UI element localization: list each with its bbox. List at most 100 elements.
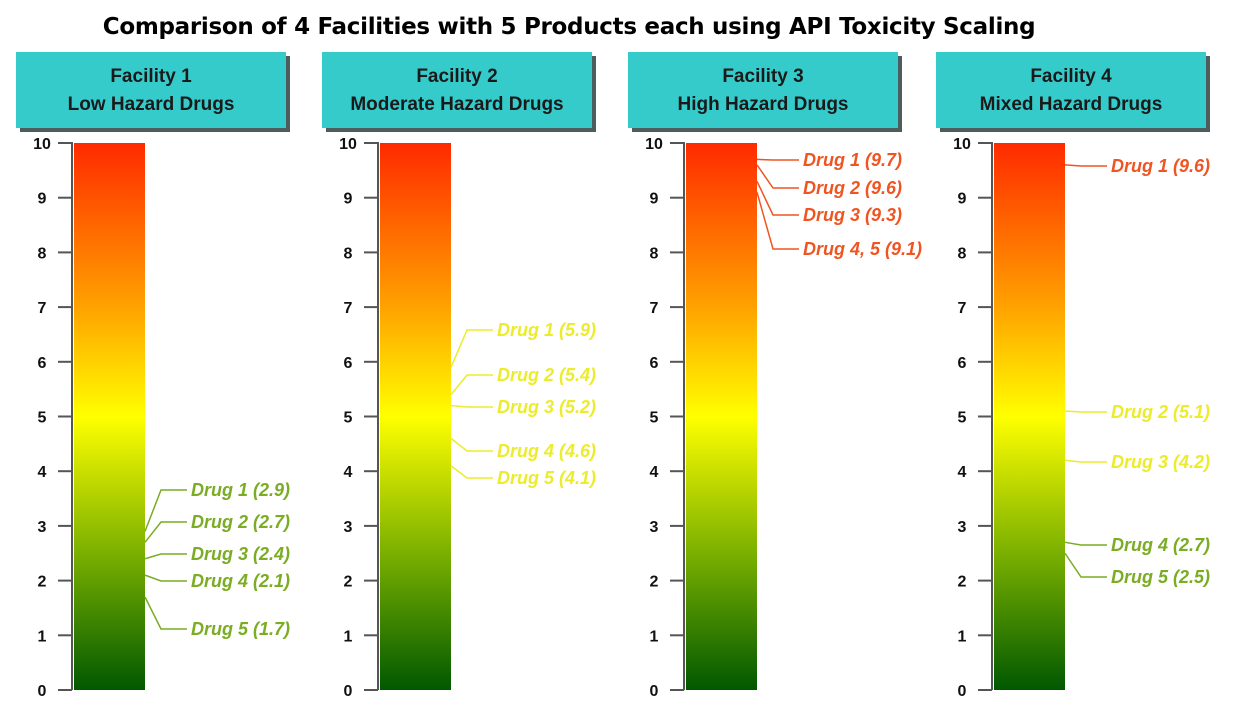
drug-leader-line <box>1064 164 1107 167</box>
y-tick-label: 2 <box>958 574 967 591</box>
drug-label: Drug 2 (5.1) <box>1111 402 1210 422</box>
facility-subtitle: High Hazard Drugs <box>677 94 848 115</box>
facility-panel: Facility 4 Mixed Hazard Drugs 0 1 2 3 4 5 6 7 8 9 10… <box>936 52 1210 700</box>
y-tick-label: 10 <box>645 136 663 153</box>
facility-name: Facility 1 <box>110 66 192 87</box>
drug-label: Drug 3 (9.3) <box>803 205 902 225</box>
facility-panel: Facility 1 Low Hazard Drugs 0 1 2 3 4 5 6 7 8 9 10 Dr… <box>16 52 290 700</box>
toxicity-scale-bar <box>994 143 1065 690</box>
y-tick-label: 9 <box>650 191 659 208</box>
facility-subtitle: Moderate Hazard Drugs <box>350 94 563 115</box>
drug-leader-line <box>450 437 493 452</box>
y-tick-label: 2 <box>650 574 659 591</box>
y-tick-label: 5 <box>344 410 353 427</box>
drug-leader-line <box>144 521 187 543</box>
drug-label: Drug 4 (4.6) <box>497 441 596 461</box>
chart-title: Comparison of 4 Facilities with 5 Produc… <box>102 14 1036 40</box>
drug-label: Drug 4 (2.1) <box>191 571 290 591</box>
drug-label: Drug 1 (5.9) <box>497 320 596 340</box>
facility-header <box>322 52 592 128</box>
drug-label: Drug 5 (4.1) <box>497 468 596 488</box>
drug-leader-line <box>756 158 799 161</box>
y-tick-label: 5 <box>650 410 659 427</box>
drug-leader-line <box>450 465 493 479</box>
y-tick-label: 4 <box>650 464 659 481</box>
drug-label: Drug 4 (2.7) <box>1111 535 1210 555</box>
facility-subtitle: Low Hazard Drugs <box>68 94 235 115</box>
y-tick-label: 6 <box>38 355 47 372</box>
y-tick-label: 8 <box>344 245 353 262</box>
y-tick-label: 7 <box>650 300 659 317</box>
drug-leader-line <box>1064 552 1107 578</box>
y-tick-label: 3 <box>344 519 353 536</box>
y-tick-label: 8 <box>38 245 47 262</box>
toxicity-scale-bar <box>74 143 145 690</box>
drug-leader-line <box>144 596 187 630</box>
facility-header <box>16 52 286 128</box>
facility-subtitle: Mixed Hazard Drugs <box>980 94 1163 115</box>
drug-label: Drug 1 (9.6) <box>1111 156 1210 176</box>
drug-leader-line <box>1064 459 1107 463</box>
facility-panel: Facility 2 Moderate Hazard Drugs 0 1 2 3 4 5 6 7 8… <box>322 52 596 700</box>
drug-leader-line <box>756 164 799 189</box>
y-tick-label: 4 <box>958 464 967 481</box>
drug-label: Drug 5 (2.5) <box>1111 567 1210 587</box>
y-tick-label: 0 <box>650 683 659 700</box>
drug-label: Drug 4, 5 (9.1) <box>803 239 922 259</box>
y-tick-label: 7 <box>344 300 353 317</box>
facility-name: Facility 4 <box>1030 66 1112 87</box>
drug-label: Drug 3 (2.4) <box>191 544 290 564</box>
y-tick-label: 9 <box>344 191 353 208</box>
y-tick-label: 1 <box>650 628 659 645</box>
drug-leader-line <box>1064 410 1107 413</box>
y-tick-label: 0 <box>958 683 967 700</box>
y-tick-label: 6 <box>650 355 659 372</box>
y-tick-label: 5 <box>38 410 47 427</box>
y-tick-label: 4 <box>38 464 47 481</box>
drug-label: Drug 2 (9.6) <box>803 178 902 198</box>
drug-leader-line <box>144 553 187 560</box>
drug-leader-line <box>1064 541 1107 546</box>
drug-label: Drug 2 (2.7) <box>191 512 290 532</box>
drug-leader-line <box>450 374 493 396</box>
drug-label: Drug 1 (2.9) <box>191 480 290 500</box>
drug-label: Drug 3 (4.2) <box>1111 452 1210 472</box>
y-tick-label: 1 <box>344 628 353 645</box>
toxicity-scale-bar <box>686 143 757 690</box>
drug-label: Drug 1 (9.7) <box>803 150 902 170</box>
facility-header <box>936 52 1206 128</box>
y-tick-label: 2 <box>38 574 47 591</box>
y-tick-label: 8 <box>958 245 967 262</box>
y-tick-label: 0 <box>344 683 353 700</box>
toxicity-scale-bar <box>380 143 451 690</box>
drug-leader-line <box>756 192 799 250</box>
y-tick-label: 9 <box>38 191 47 208</box>
y-tick-label: 3 <box>958 519 967 536</box>
drug-leader-line <box>144 574 187 582</box>
facility-header <box>628 52 898 128</box>
y-tick-label: 7 <box>958 300 967 317</box>
drug-leader-line <box>756 180 799 216</box>
y-tick-label: 10 <box>33 136 51 153</box>
facility-panel: Facility 3 High Hazard Drugs 0 1 2 3 4 5 6 7 8 9 10 D… <box>628 52 922 700</box>
y-tick-label: 3 <box>650 519 659 536</box>
drug-label: Drug 2 (5.4) <box>497 365 596 385</box>
y-tick-label: 6 <box>958 355 967 372</box>
facility-name: Facility 3 <box>722 66 803 87</box>
y-tick-label: 1 <box>38 628 47 645</box>
drug-leader-line <box>450 329 493 368</box>
y-tick-label: 7 <box>38 300 47 317</box>
drug-leader-line <box>144 489 187 532</box>
y-tick-label: 1 <box>958 628 967 645</box>
y-tick-label: 2 <box>344 574 353 591</box>
facility-name: Facility 2 <box>416 66 497 87</box>
y-tick-label: 3 <box>38 519 47 536</box>
drug-label: Drug 3 (5.2) <box>497 397 596 417</box>
y-tick-label: 0 <box>38 683 47 700</box>
y-tick-label: 10 <box>339 136 357 153</box>
y-tick-label: 9 <box>958 191 967 208</box>
y-tick-label: 4 <box>344 464 353 481</box>
y-tick-label: 5 <box>958 410 967 427</box>
drug-label: Drug 5 (1.7) <box>191 619 290 639</box>
